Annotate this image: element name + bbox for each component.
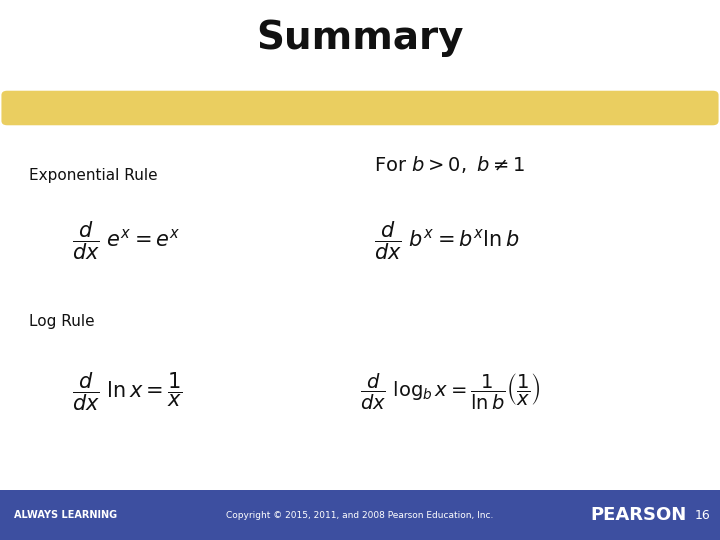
Text: $\dfrac{d}{dx}\ b^x = b^x \ln b$: $\dfrac{d}{dx}\ b^x = b^x \ln b$ <box>374 219 520 261</box>
Bar <box>0 490 720 540</box>
Text: $\dfrac{d}{dx}\ \log_b x = \dfrac{1}{\ln b}\left(\dfrac{1}{x}\right)$: $\dfrac{d}{dx}\ \log_b x = \dfrac{1}{\ln… <box>360 372 541 411</box>
Text: PEARSON: PEARSON <box>590 506 687 524</box>
Text: $\dfrac{d}{dx}\ \ln x = \dfrac{1}{x}$: $\dfrac{d}{dx}\ \ln x = \dfrac{1}{x}$ <box>72 370 183 413</box>
Text: ALWAYS LEARNING: ALWAYS LEARNING <box>14 510 117 520</box>
Text: Exponential Rule: Exponential Rule <box>29 168 158 183</box>
Text: Summary: Summary <box>256 19 464 57</box>
Text: 16: 16 <box>695 509 711 522</box>
FancyBboxPatch shape <box>1 91 719 125</box>
Text: For $b > 0,\ b \neq 1$: For $b > 0,\ b \neq 1$ <box>374 154 526 175</box>
Text: Log Rule: Log Rule <box>29 314 94 329</box>
Text: Copyright © 2015, 2011, and 2008 Pearson Education, Inc.: Copyright © 2015, 2011, and 2008 Pearson… <box>226 511 494 519</box>
Text: $\dfrac{d}{dx}\ e^x = e^x$: $\dfrac{d}{dx}\ e^x = e^x$ <box>72 219 180 261</box>
